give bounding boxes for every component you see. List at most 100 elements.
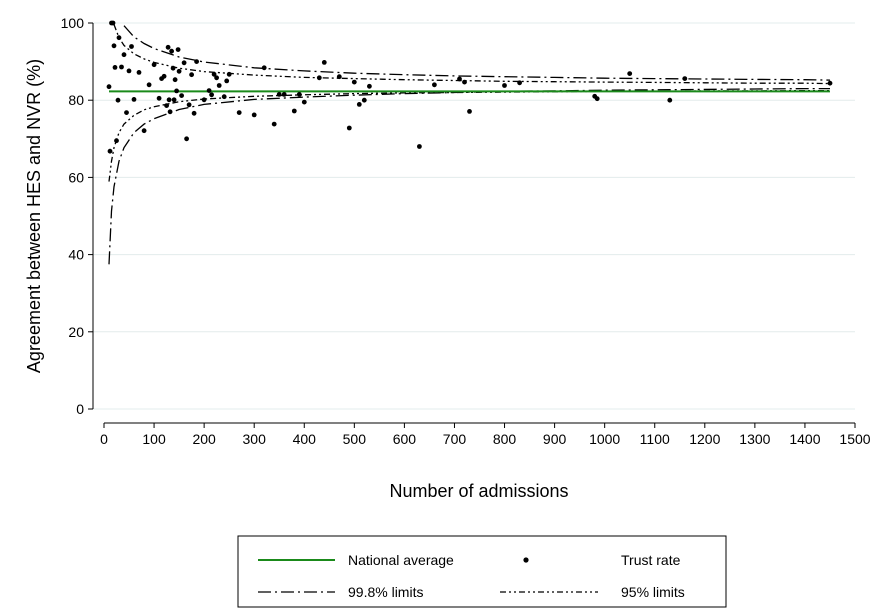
- x-tick-label: 0: [100, 431, 108, 447]
- trust-rate-point: [194, 59, 200, 64]
- x-tick-label: 1100: [640, 431, 670, 447]
- x-tick-label: 1000: [589, 431, 620, 447]
- trust-rate-point: [191, 110, 197, 116]
- trust-rate-point: [251, 112, 257, 118]
- trust-rate-point: [126, 68, 132, 74]
- trust-rate-point: [181, 60, 187, 66]
- trust-rate-point: [111, 43, 117, 49]
- legend-label-99-8-limits: 99.8% limits: [348, 584, 423, 600]
- x-tick-label: 600: [393, 431, 417, 447]
- trust-rate-point: [110, 20, 116, 26]
- trust-rate-point: [356, 102, 362, 107]
- legend: National average Trust rate 99.8% limits…: [237, 535, 727, 608]
- trust-rate-point: [114, 138, 119, 144]
- y-tick-label: 20: [68, 324, 84, 340]
- plot-area: [106, 20, 833, 265]
- trust-rate-point: [346, 125, 352, 131]
- trust-rate-point: [131, 97, 137, 102]
- trust-rate-point: [276, 92, 282, 97]
- trust-rate-point: [211, 71, 217, 77]
- trust-rate-point: [136, 70, 142, 75]
- trust-rate-point: [432, 82, 437, 88]
- trust-rate-point: [226, 71, 232, 77]
- trust-rate-point: [116, 35, 122, 41]
- x-tick-label: 300: [243, 431, 267, 447]
- trust-rate-point: [236, 110, 242, 115]
- x-axis-title: Number of admissions: [389, 481, 568, 501]
- trust-rate-point: [106, 84, 112, 90]
- trust-rate-point: [224, 78, 230, 84]
- trust-rate-point: [214, 75, 220, 81]
- trust-rate-point: [457, 76, 462, 82]
- x-tick-label: 200: [192, 431, 216, 447]
- legend-label-trust-rate: Trust rate: [621, 552, 681, 568]
- trust-rate-point: [121, 52, 127, 58]
- trust-rate-point: [112, 65, 118, 70]
- trust-rate-point: [201, 97, 207, 103]
- trust-rate-point: [107, 148, 113, 154]
- trust-rate-point: [281, 92, 287, 97]
- y-tick-label: 0: [76, 401, 84, 417]
- grid: [93, 22, 855, 410]
- x-tick-label: 400: [293, 431, 317, 447]
- trust-rate-point: [321, 60, 327, 65]
- trust-rate-point: [291, 108, 297, 114]
- trust-rate-point: [316, 75, 322, 81]
- trust-rate-point: [165, 44, 171, 50]
- trust-rate-point: [172, 77, 178, 83]
- trust-rate-point: [667, 97, 673, 103]
- trust-rate-point: [367, 83, 372, 89]
- trust-rate-point: [467, 109, 472, 114]
- trust-rate-point: [417, 144, 422, 149]
- trust-rate-point: [175, 47, 181, 52]
- trust-rate-point: [361, 97, 367, 103]
- y-tick-label: 60: [68, 169, 84, 185]
- trust-rate-point: [221, 94, 227, 100]
- trust-rate-point: [351, 79, 357, 85]
- trust-rate-point: [184, 136, 190, 142]
- trust-rate-point: [129, 44, 134, 49]
- trust-rate-point: [141, 128, 147, 134]
- trust-rate-point: [627, 71, 633, 76]
- trust-rate-point: [156, 95, 162, 101]
- trust-rate-point: [124, 110, 129, 115]
- trust-rate-point: [261, 65, 267, 71]
- trust-rate-point: [166, 97, 172, 103]
- trust-rate-point: [169, 48, 175, 54]
- trust-rate-point: [189, 72, 195, 78]
- trust-rate-point: [161, 73, 167, 79]
- x-tick-label: 1400: [789, 431, 820, 447]
- trust-rate-point: [115, 97, 121, 103]
- legend-box: [237, 535, 727, 608]
- x-tick-label: 800: [493, 431, 517, 447]
- limit-95-upper-line: [113, 24, 831, 85]
- trust-rate-point: [502, 83, 507, 88]
- limit-95-lower-line: [108, 89, 830, 182]
- trust-rate-point: [146, 82, 152, 88]
- x-tick-label: 900: [543, 431, 567, 447]
- legend-label-national-average: National average: [348, 552, 454, 568]
- trust-rate-point: [186, 102, 192, 108]
- limit-99-8-lower-line: [108, 87, 830, 265]
- trust-rate-point: [296, 92, 302, 97]
- trust-rate-point: [271, 121, 277, 127]
- x-tick-label: 700: [443, 431, 467, 447]
- trust-rate-point: [216, 83, 222, 88]
- legend-key-trust-rate: [523, 557, 529, 563]
- trust-rate-point: [462, 79, 467, 85]
- trust-rate-point: [119, 64, 124, 70]
- trust-rate-point: [167, 109, 173, 115]
- trust-rate-point: [682, 76, 688, 81]
- trust-rate-point: [209, 92, 215, 98]
- y-tick-label: 100: [61, 15, 85, 31]
- trust-rate-point: [206, 88, 212, 93]
- x-tick-label: 100: [142, 431, 166, 447]
- x-tick-label: 1300: [739, 431, 770, 447]
- x-tick-label: 1200: [689, 431, 720, 447]
- trust-rate-point: [170, 65, 176, 71]
- trust-rate-point: [176, 68, 182, 74]
- y-axis-title: Agreement between HES and NVR (%): [24, 59, 44, 373]
